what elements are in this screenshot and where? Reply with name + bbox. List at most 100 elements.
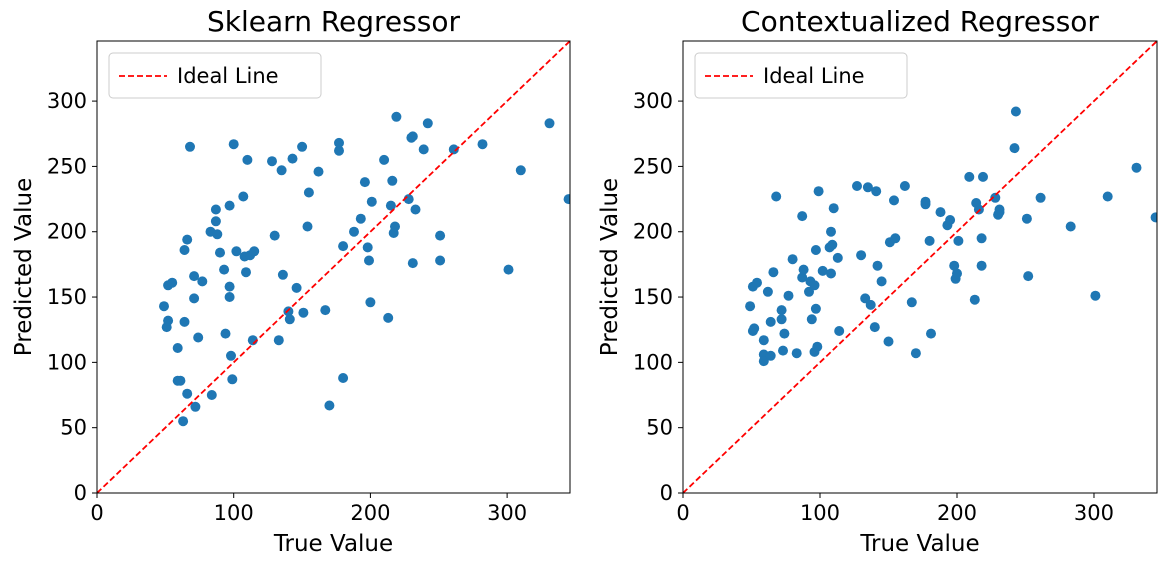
data-point xyxy=(832,252,843,263)
data-point xyxy=(220,328,231,339)
data-point xyxy=(798,264,809,275)
data-point xyxy=(189,271,200,282)
data-point xyxy=(227,374,238,385)
data-point xyxy=(182,388,193,399)
y-tick-label: 300 xyxy=(47,89,87,113)
data-point xyxy=(219,264,230,275)
data-point xyxy=(1065,221,1076,232)
data-point xyxy=(338,241,349,252)
data-point xyxy=(364,255,374,266)
data-point xyxy=(812,341,823,352)
data-point xyxy=(178,416,189,427)
legend-box xyxy=(694,52,908,99)
y-tick-label: 0 xyxy=(74,481,87,505)
data-point xyxy=(899,181,910,191)
data-point xyxy=(435,255,446,266)
data-point xyxy=(241,267,251,278)
data-point xyxy=(175,375,186,386)
data-point xyxy=(338,373,349,383)
data-point xyxy=(869,322,880,333)
y-tick-label: 300 xyxy=(633,89,673,113)
y-axis-label: Predicted Value xyxy=(11,178,37,356)
data-point xyxy=(810,245,821,255)
x-tick-label: 100 xyxy=(214,501,254,525)
data-point xyxy=(990,192,1001,203)
data-point xyxy=(745,301,756,312)
data-point xyxy=(783,290,794,301)
data-point xyxy=(856,250,867,261)
data-point xyxy=(563,194,570,205)
ideal-line xyxy=(97,41,570,493)
data-point xyxy=(349,226,359,237)
data-point xyxy=(283,306,294,317)
y-tick-label: 200 xyxy=(47,220,87,244)
data-point xyxy=(791,348,802,359)
y-tick-label: 200 xyxy=(633,220,673,244)
data-point xyxy=(765,316,776,327)
data-point xyxy=(224,200,235,211)
data-point xyxy=(765,350,776,361)
data-point xyxy=(189,293,200,304)
data-point xyxy=(477,139,488,150)
data-point xyxy=(276,165,287,176)
data-point xyxy=(407,258,418,269)
data-point xyxy=(758,356,769,367)
data-point xyxy=(883,336,894,347)
data-point xyxy=(865,299,876,310)
data-point xyxy=(797,272,808,283)
data-point xyxy=(749,323,760,334)
data-point xyxy=(809,280,820,291)
data-point xyxy=(1131,162,1142,173)
data-point xyxy=(978,171,988,182)
data-point xyxy=(365,297,376,308)
data-point xyxy=(159,301,169,312)
y-tick-label: 100 xyxy=(633,350,673,374)
data-point xyxy=(758,335,769,346)
data-point xyxy=(503,264,514,275)
y-tick-label: 0 xyxy=(660,481,673,505)
data-point xyxy=(273,335,284,346)
data-point xyxy=(779,328,790,339)
data-point xyxy=(284,314,295,325)
data-point xyxy=(828,203,839,214)
y-tick-label: 100 xyxy=(47,350,87,374)
data-point xyxy=(448,144,459,155)
data-point xyxy=(366,196,377,207)
data-point xyxy=(920,199,931,210)
data-point xyxy=(210,216,221,227)
data-point xyxy=(768,267,779,278)
legend-label: Ideal Line xyxy=(763,64,865,88)
data-point xyxy=(806,314,817,325)
chart-title: Sklearn Regressor xyxy=(207,5,460,38)
data-point xyxy=(890,233,901,244)
data-point xyxy=(953,235,964,246)
y-tick-label: 50 xyxy=(646,416,673,440)
data-point xyxy=(313,166,324,177)
data-point xyxy=(872,260,883,271)
data-point xyxy=(238,191,249,202)
data-point xyxy=(422,118,433,129)
chart-title: Contextualized Regressor xyxy=(741,5,1099,38)
data-point xyxy=(163,315,174,326)
data-point xyxy=(1090,290,1101,301)
data-point xyxy=(797,211,808,222)
data-point xyxy=(215,247,225,258)
data-point xyxy=(410,204,421,215)
data-point xyxy=(190,401,201,412)
data-point xyxy=(876,276,887,287)
data-point xyxy=(206,390,217,400)
data-point xyxy=(762,286,773,297)
data-point xyxy=(334,145,344,156)
x-tick-label: 0 xyxy=(676,501,689,525)
left-chart-sklearn: Sklearn Regressor True Value Predicted V… xyxy=(11,5,571,557)
data-point xyxy=(1010,106,1021,117)
plot-frame xyxy=(96,40,571,494)
data-point xyxy=(182,234,193,245)
data-point xyxy=(952,268,962,279)
y-tick-label: 250 xyxy=(633,154,673,178)
data-point xyxy=(787,254,798,265)
x-tick-label: 200 xyxy=(350,501,390,525)
data-point xyxy=(924,235,935,246)
data-point xyxy=(224,281,235,292)
data-point xyxy=(197,276,208,287)
